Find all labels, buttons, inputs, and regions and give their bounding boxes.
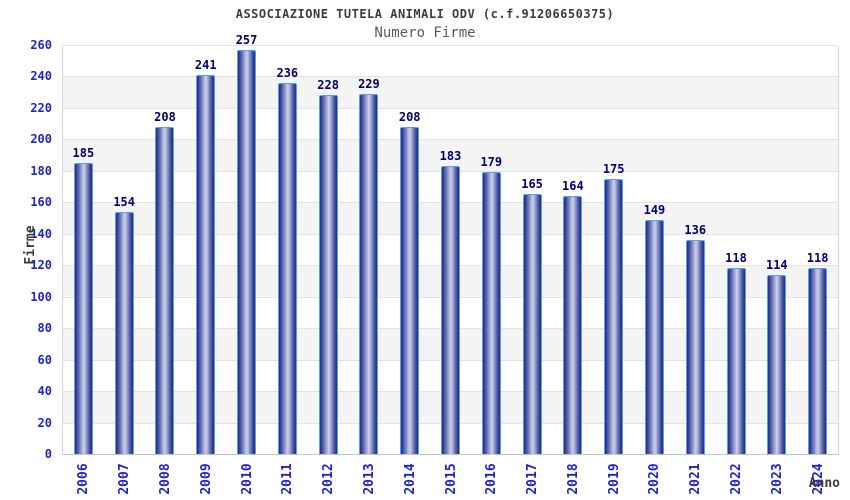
x-tick-2018: 2018 xyxy=(565,463,581,495)
y-tick-200: 200 xyxy=(30,132,52,147)
bar-value-label-2006: 185 xyxy=(72,145,95,160)
x-tick-2010: 2010 xyxy=(239,463,255,495)
bar-2012 xyxy=(318,95,338,454)
x-tick-2016: 2016 xyxy=(484,463,500,495)
bar-2023 xyxy=(767,274,787,454)
bar-value-label-2024: 118 xyxy=(806,251,829,266)
x-tick-2011: 2011 xyxy=(280,463,296,495)
bar-2014 xyxy=(400,126,420,454)
y-tick-0: 0 xyxy=(44,447,52,461)
bar-value-label-2010: 257 xyxy=(235,32,258,47)
y-tick-140: 140 xyxy=(30,226,52,241)
bar-value-label-2019: 175 xyxy=(602,161,625,176)
grid-band-220-240 xyxy=(63,76,838,108)
y-tick-180: 180 xyxy=(30,163,52,178)
x-tick-2008: 2008 xyxy=(157,463,173,495)
x-tick-2013: 2013 xyxy=(361,463,377,495)
bar-value-label-2017: 165 xyxy=(521,177,543,192)
bar-value-label-2016: 179 xyxy=(480,155,503,170)
y-tick-240: 240 xyxy=(30,69,52,84)
y-tick-60: 60 xyxy=(37,352,52,367)
y-axis-title: Firme xyxy=(23,225,38,265)
y-tick-80: 80 xyxy=(37,321,52,336)
bar-2007 xyxy=(114,211,134,454)
bar-value-label-2018: 164 xyxy=(562,179,584,194)
x-tick-2020: 2020 xyxy=(647,463,663,495)
x-tick-2017: 2017 xyxy=(525,463,541,495)
bar-value-label-2020: 149 xyxy=(643,202,666,217)
y-tick-260: 260 xyxy=(30,38,52,52)
x-tick-2022: 2022 xyxy=(729,463,745,495)
x-tick-2014: 2014 xyxy=(402,463,418,495)
bar-value-label-2021: 136 xyxy=(684,223,707,238)
bar-value-label-2008: 208 xyxy=(154,109,176,124)
y-tick-220: 220 xyxy=(30,100,52,115)
x-tick-2009: 2009 xyxy=(198,463,214,495)
bar-2006 xyxy=(73,162,93,454)
x-tick-2015: 2015 xyxy=(443,463,459,495)
bar-2017 xyxy=(522,194,542,454)
y-tick-100: 100 xyxy=(30,289,52,304)
bar-2024 xyxy=(808,268,828,454)
plot-area: 185 154 208 241 257 236 228 229 208 183 179 165 164 1… xyxy=(62,33,839,455)
bar-2022 xyxy=(726,268,746,454)
bar-2013 xyxy=(359,93,379,454)
bar-value-label-2014: 208 xyxy=(398,109,421,124)
bar-2021 xyxy=(685,240,705,454)
x-tick-2012: 2012 xyxy=(321,463,337,495)
bar-value-label-2013: 229 xyxy=(358,76,380,91)
x-tick-2021: 2021 xyxy=(688,463,704,495)
bar-value-label-2007: 154 xyxy=(113,194,136,209)
y-tick-120: 120 xyxy=(30,258,52,273)
bar-2010 xyxy=(237,49,257,454)
y-tick-20: 20 xyxy=(37,415,52,430)
bar-2019 xyxy=(604,178,624,454)
x-tick-2007: 2007 xyxy=(117,463,133,495)
chart-subtitle: Numero Firme xyxy=(374,25,476,41)
bar-2018 xyxy=(563,196,583,454)
bar-value-label-2015: 183 xyxy=(439,149,462,164)
grid-band-240-260 xyxy=(63,45,838,77)
bar-value-label-2011: 236 xyxy=(276,65,299,80)
x-tick-2006: 2006 xyxy=(76,463,92,495)
chart-title: ASSOCIAZIONE TUTELA ANIMALI ODV (c.f.912… xyxy=(235,7,615,21)
bar-2011 xyxy=(277,82,297,454)
x-axis-title: Anno xyxy=(808,476,840,491)
bar-2009 xyxy=(196,74,216,454)
x-tick-2023: 2023 xyxy=(769,463,785,495)
bar-2008 xyxy=(155,126,175,454)
bar-value-label-2009: 241 xyxy=(194,57,217,72)
bar-2016 xyxy=(481,172,501,454)
bar-2015 xyxy=(441,166,460,454)
y-tick-40: 40 xyxy=(37,384,52,399)
grid-band-200-220 xyxy=(63,107,838,140)
y-tick-160: 160 xyxy=(30,195,52,210)
grid-band-180-200 xyxy=(63,139,838,171)
bar-value-label-2023: 114 xyxy=(765,257,788,272)
x-tick-2019: 2019 xyxy=(606,463,622,495)
bar-value-label-2012: 228 xyxy=(317,78,339,93)
bar-value-label-2022: 118 xyxy=(725,251,747,266)
bar-2020 xyxy=(644,219,664,454)
